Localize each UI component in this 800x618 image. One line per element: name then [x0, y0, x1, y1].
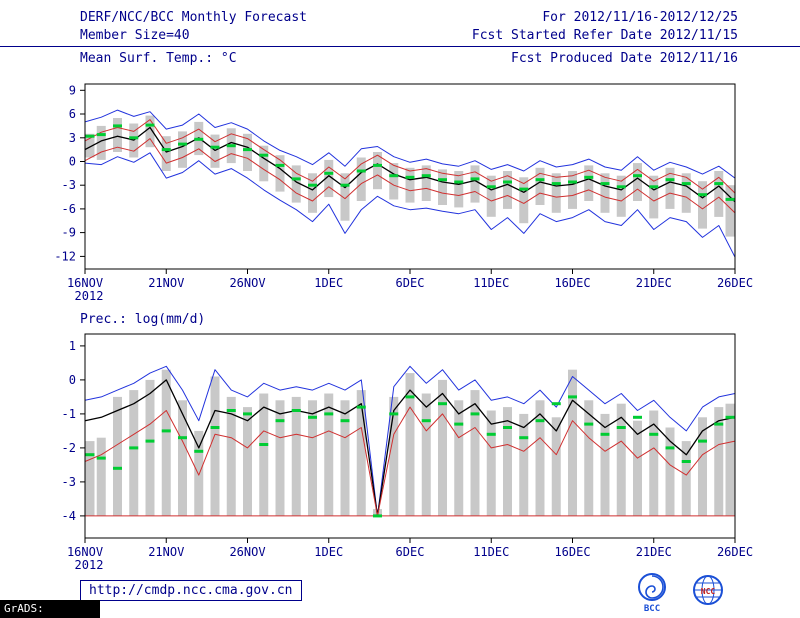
ncc-logo-label: NCC — [701, 587, 716, 596]
temp-chart: 9 6 3 0 -3 -6 -9 -12 16NOV 21NOV 26NOV 1DEC 6DEC 11DE… — [54, 83, 753, 303]
svg-text:0: 0 — [69, 373, 76, 387]
forecast-range-label: For 2012/11/16-2012/12/25 — [542, 10, 738, 25]
svg-text:0: 0 — [69, 155, 76, 169]
svg-text:9: 9 — [69, 83, 76, 97]
svg-text:21NOV: 21NOV — [148, 276, 184, 290]
svg-text:11DEC: 11DEC — [473, 545, 509, 559]
member-size-label: Member Size=40 — [80, 28, 190, 43]
svg-text:26DEC: 26DEC — [717, 276, 753, 290]
bcc-logo-icon: BCC — [638, 573, 666, 614]
svg-text:-12: -12 — [54, 249, 76, 263]
svg-text:26NOV: 26NOV — [229, 276, 265, 290]
svg-text:6DEC: 6DEC — [396, 276, 425, 290]
svg-text:11DEC: 11DEC — [473, 276, 509, 290]
svg-text:2012: 2012 — [75, 289, 104, 303]
svg-text:1: 1 — [69, 339, 76, 353]
svg-text:1DEC: 1DEC — [314, 545, 343, 559]
svg-text:16DEC: 16DEC — [554, 276, 590, 290]
svg-text:16DEC: 16DEC — [554, 545, 590, 559]
bcc-logo-label: BCC — [644, 604, 660, 614]
svg-text:21DEC: 21DEC — [636, 545, 672, 559]
svg-text:2012: 2012 — [75, 558, 104, 572]
svg-text:6: 6 — [69, 107, 76, 121]
produced-date-label: Fcst Produced Date 2012/11/16 — [511, 51, 738, 66]
svg-text:-3: -3 — [62, 178, 76, 192]
svg-text:6DEC: 6DEC — [396, 545, 425, 559]
svg-text:26DEC: 26DEC — [717, 545, 753, 559]
svg-text:21DEC: 21DEC — [636, 276, 672, 290]
temp-panel-label: Mean Surf. Temp.: °C — [80, 51, 237, 66]
svg-text:26NOV: 26NOV — [229, 545, 265, 559]
header-divider — [0, 46, 800, 47]
svg-text:-6: -6 — [62, 202, 76, 216]
refer-date-label: Fcst Started Refer Date 2012/11/15 — [471, 28, 738, 43]
url-box: http://cmdp.ncc.cma.gov.cn — [80, 580, 302, 601]
svg-text:21NOV: 21NOV — [148, 545, 184, 559]
svg-text:-1: -1 — [62, 407, 76, 421]
svg-text:-3: -3 — [62, 475, 76, 489]
svg-text:1DEC: 1DEC — [314, 276, 343, 290]
svg-text:-4: -4 — [62, 509, 76, 523]
grads-credit-badge: GrADS: COLA/IGES — [0, 600, 100, 618]
precip-panel-label: Prec.: log(mm/d) — [80, 312, 206, 327]
svg-text:3: 3 — [69, 131, 76, 145]
svg-text:16NOV: 16NOV — [67, 545, 103, 559]
svg-text:-9: -9 — [62, 226, 76, 240]
svg-text:16NOV: 16NOV — [67, 276, 103, 290]
svg-text:-2: -2 — [62, 441, 76, 455]
plot-title: DERF/NCC/BCC Monthly Forecast — [80, 10, 307, 25]
precip-chart: 1 0 -1 -2 -3 -4 16NOV 21NOV 26NOV 1DEC 6DEC 11DEC 16… — [62, 333, 753, 572]
ncc-logo-icon: NCC — [693, 575, 723, 605]
